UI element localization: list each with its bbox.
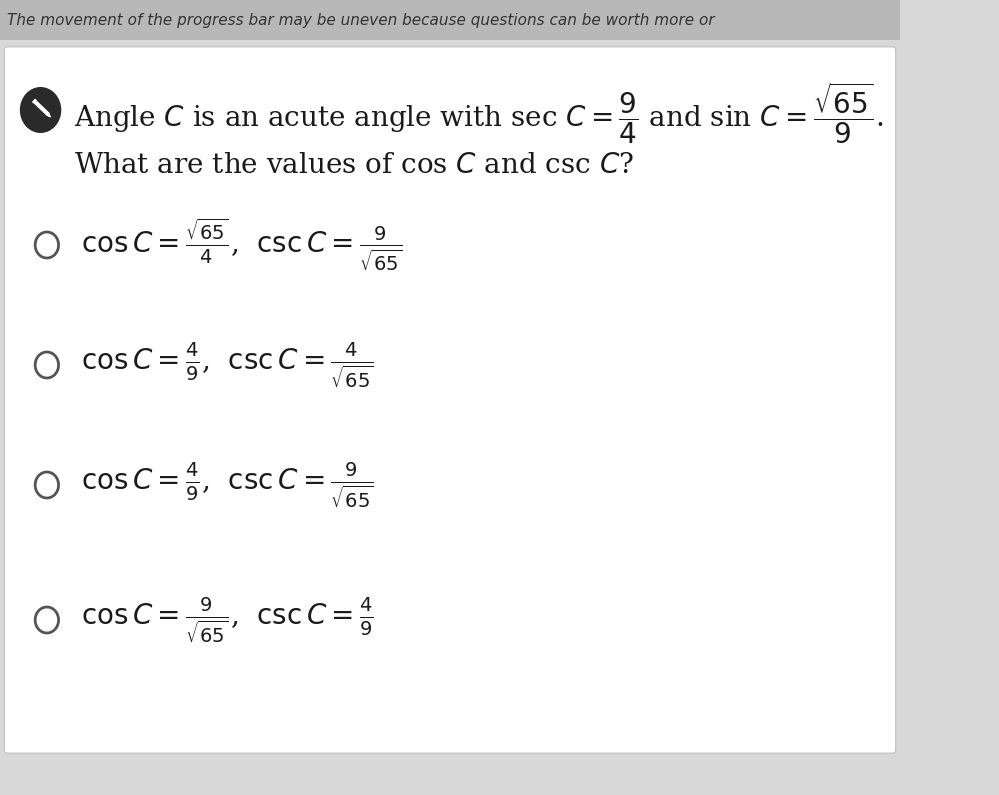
Circle shape bbox=[35, 472, 59, 498]
FancyBboxPatch shape bbox=[5, 47, 896, 753]
Text: The movement of the progress bar may be uneven because questions can be worth mo: The movement of the progress bar may be … bbox=[7, 13, 715, 28]
Text: What are the values of cos $C$ and csc $C$?: What are the values of cos $C$ and csc $… bbox=[74, 152, 634, 179]
Text: $\cos C = \frac{4}{9}$,  $\csc C = \frac{4}{\sqrt{65}}$: $\cos C = \frac{4}{9}$, $\csc C = \frac{… bbox=[81, 340, 374, 390]
Circle shape bbox=[35, 607, 59, 633]
Text: $\cos C = \frac{9}{\sqrt{65}}$,  $\csc C = \frac{4}{9}$: $\cos C = \frac{9}{\sqrt{65}}$, $\csc C … bbox=[81, 595, 374, 645]
Bar bbox=[0, 0, 900, 40]
Polygon shape bbox=[47, 113, 51, 117]
Circle shape bbox=[35, 232, 59, 258]
Text: $\cos C = \frac{4}{9}$,  $\csc C = \frac{9}{\sqrt{65}}$: $\cos C = \frac{4}{9}$, $\csc C = \frac{… bbox=[81, 460, 374, 510]
Circle shape bbox=[20, 87, 61, 133]
Text: $\cos C = \frac{\sqrt{65}}{4}$,  $\csc C = \frac{9}{\sqrt{65}}$: $\cos C = \frac{\sqrt{65}}{4}$, $\csc C … bbox=[81, 217, 403, 273]
Text: Angle $C$ is an acute angle with sec $C = \dfrac{9}{4}$ and sin $C = \dfrac{\sqr: Angle $C$ is an acute angle with sec $C … bbox=[74, 80, 883, 145]
Circle shape bbox=[35, 352, 59, 378]
Polygon shape bbox=[33, 100, 49, 115]
